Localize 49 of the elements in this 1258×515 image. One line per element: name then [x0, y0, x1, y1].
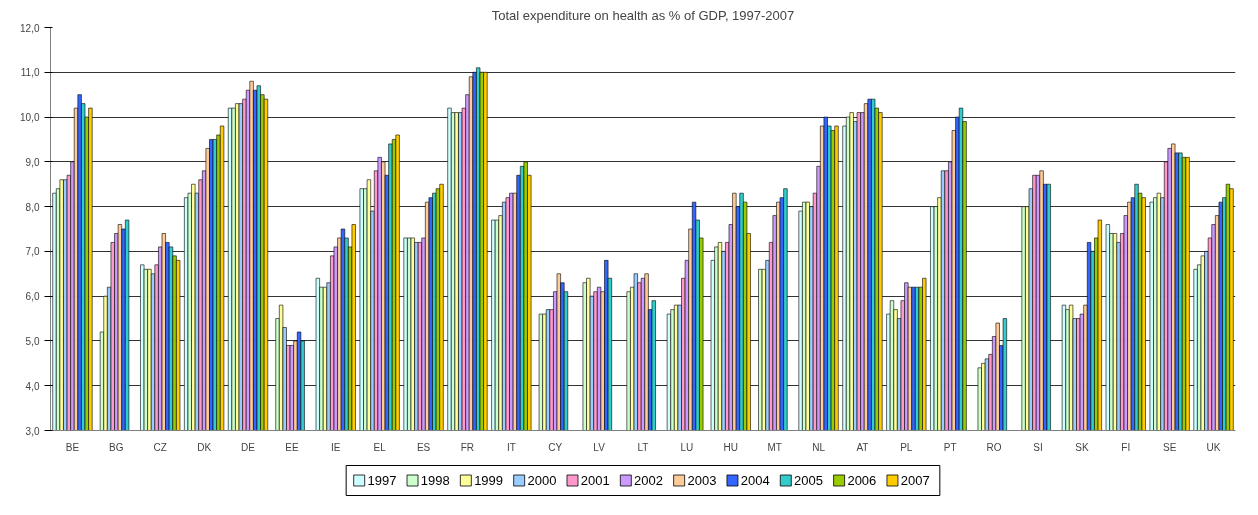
x-tick-label: FR	[460, 441, 475, 453]
y-tick-label: 9,0	[25, 156, 40, 168]
x-tick-label: RO	[986, 441, 1002, 453]
y-tick-label: 10,0	[20, 112, 40, 124]
legend-label: 2001	[580, 473, 610, 488]
legend-label: 1998	[420, 473, 450, 488]
y-tick-label: 5,0	[25, 335, 40, 347]
x-tick-label: ES	[416, 441, 431, 453]
x-tick-label: FI	[1121, 441, 1131, 453]
x-tick-label: SK	[1075, 441, 1089, 453]
legend-label: 2000	[527, 473, 557, 488]
legend-label: 2006	[847, 473, 877, 488]
x-tick-label: UK	[1206, 441, 1221, 453]
x-tick-label: EE	[285, 441, 299, 453]
x-tick-label: LU	[680, 441, 694, 453]
x-tick-label: IT	[506, 441, 516, 453]
legend-label: 2004	[740, 473, 770, 488]
x-tick-label: IE	[331, 441, 341, 453]
legend-label: 2007	[900, 473, 930, 488]
x-tick-label: BG	[109, 441, 124, 453]
y-tick-label: 11,0	[20, 67, 40, 79]
x-tick-label: SE	[1163, 441, 1177, 453]
y-tick-label: 12,0	[20, 22, 40, 34]
x-tick-label: DE	[241, 441, 256, 453]
x-tick-label: LV	[593, 441, 606, 453]
x-tick-label: DK	[197, 441, 212, 453]
legend-label: 2003	[687, 473, 717, 488]
legend-label: 1997	[367, 473, 397, 488]
y-tick-label: 7,0	[25, 246, 40, 258]
x-tick-label: MT	[767, 441, 782, 453]
x-tick-label: SI	[1033, 441, 1043, 453]
chart-title: Total expenditure on health as % of GDP, 1997-2007	[491, 7, 795, 23]
y-tick-label: 8,0	[25, 201, 40, 213]
legend-label: 2002	[634, 473, 664, 488]
x-tick-label: CY	[548, 441, 563, 453]
legend-label: 2005	[794, 473, 824, 488]
x-tick-label: CZ	[153, 441, 167, 453]
x-tick-label: AT	[856, 441, 869, 453]
x-tick-label: EL	[373, 441, 387, 453]
y-tick-label: 6,0	[25, 291, 40, 303]
x-tick-label: BE	[65, 441, 80, 453]
x-tick-label: PL	[900, 441, 913, 453]
x-tick-label: PT	[943, 441, 957, 453]
y-tick-label: 3,0	[25, 425, 40, 437]
x-tick-label: LT	[637, 441, 649, 453]
x-tick-label: NL	[812, 441, 826, 453]
legend-label: 1999	[474, 473, 504, 488]
y-tick-label: 4,0	[25, 380, 40, 392]
x-tick-label: HU	[723, 441, 739, 453]
